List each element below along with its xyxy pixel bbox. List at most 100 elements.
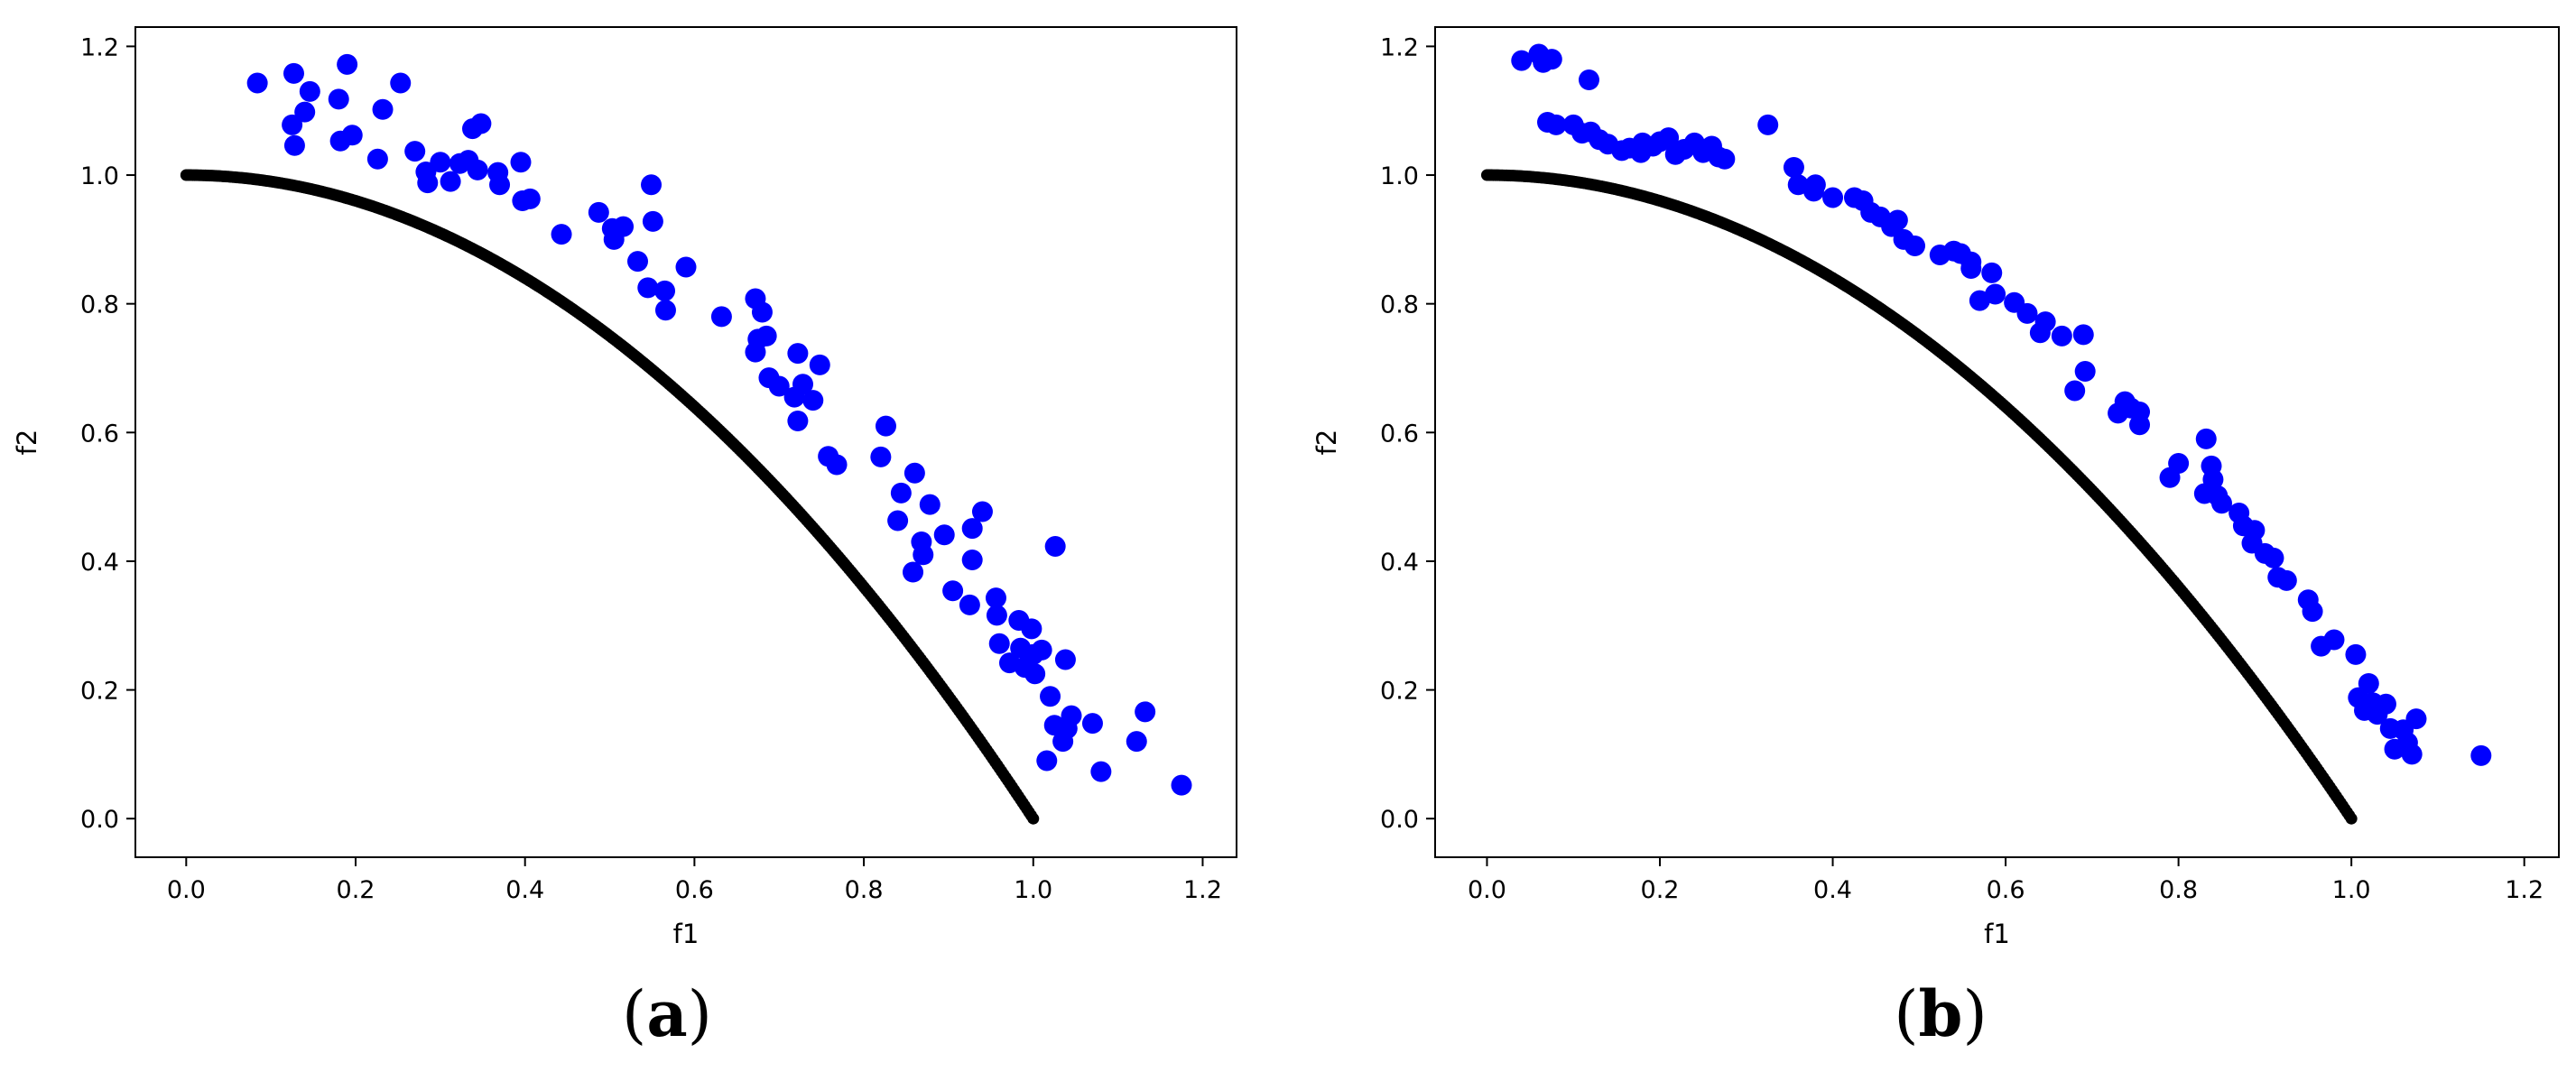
y-tick-label: 1.0 xyxy=(80,162,119,190)
solution-point xyxy=(489,174,511,196)
solution-point xyxy=(1021,618,1042,640)
solution-point xyxy=(1054,649,1076,670)
solution-point xyxy=(787,343,809,365)
y-tick-label: 0.4 xyxy=(1380,549,1419,577)
solution-point xyxy=(870,446,892,467)
chart-panel-b: 0.0 0.2 0.4 0.6 0.8 1.0 1.2 0.0 0.2 0.4 0.6 0.8 1.0 1… xyxy=(1311,26,2560,949)
solution-point xyxy=(2016,302,2038,324)
x-tick-label: 0.0 xyxy=(167,876,206,904)
solution-point xyxy=(588,201,609,223)
solution-point xyxy=(792,374,814,395)
solution-point xyxy=(1031,639,1052,661)
y-tick-label: 0.8 xyxy=(80,291,119,319)
solution-point xyxy=(2211,493,2232,514)
x-tick-label: 1.2 xyxy=(2505,876,2544,904)
solution-point xyxy=(1044,536,1066,558)
solution-point xyxy=(467,159,488,180)
solution-point xyxy=(890,482,912,504)
solution-point xyxy=(519,188,541,209)
solution-point xyxy=(2034,311,2056,333)
solution-point xyxy=(787,410,809,431)
solution-point xyxy=(283,134,305,156)
x-tick-label: 0.4 xyxy=(1813,876,1852,904)
solution-point xyxy=(2275,569,2297,591)
solution-point xyxy=(1511,50,1533,71)
solution-point xyxy=(1658,127,1680,149)
solution-point xyxy=(1135,701,1156,723)
solution-point xyxy=(1981,262,2003,283)
x-tick-label: 0.6 xyxy=(675,876,714,904)
solution-point xyxy=(1081,713,1103,735)
solution-point xyxy=(1822,187,1844,208)
solution-point xyxy=(2195,428,2217,449)
solution-point xyxy=(2470,744,2492,766)
solution-point xyxy=(551,224,572,245)
solution-point xyxy=(1783,156,1804,178)
solution-point xyxy=(2358,672,2379,694)
solution-point xyxy=(2244,520,2266,541)
solution-point xyxy=(470,113,492,134)
x-tick-label: 0.2 xyxy=(1641,876,1680,904)
solution-point xyxy=(919,494,941,515)
y-tick-label: 0.6 xyxy=(1380,420,1419,448)
solution-point xyxy=(1090,761,1112,782)
x-tick-label: 0.4 xyxy=(505,876,544,904)
x-tick-label: 0.8 xyxy=(2159,876,2198,904)
solution-point xyxy=(366,148,388,170)
x-tick-label: 1.0 xyxy=(1014,876,1052,904)
solution-point xyxy=(768,375,790,397)
solution-point xyxy=(826,454,848,476)
solution-point xyxy=(641,174,663,196)
solution-point xyxy=(417,172,439,194)
solution-point xyxy=(802,390,824,411)
solution-point xyxy=(961,518,983,540)
solution-point xyxy=(1757,114,1779,135)
solution-point xyxy=(675,256,697,278)
x-tick-label: 0.2 xyxy=(337,876,375,904)
y-axis-label: f2 xyxy=(12,430,42,456)
panel-label-a: (a) xyxy=(622,976,712,1051)
solution-point xyxy=(440,171,461,192)
solution-point xyxy=(283,62,304,84)
solution-point xyxy=(751,301,773,323)
y-tick-label: 1.2 xyxy=(1380,33,1419,61)
y-tick-label: 0.0 xyxy=(80,806,119,834)
x-tick-label: 1.2 xyxy=(1183,876,1222,904)
solution-point xyxy=(1969,290,1990,311)
solution-point xyxy=(654,300,676,321)
y-tick-label: 1.2 xyxy=(80,33,119,61)
plot-frame-a xyxy=(134,26,1237,858)
solution-point xyxy=(875,415,896,437)
panel-label-b: (b) xyxy=(1894,976,1988,1051)
solution-point xyxy=(809,354,830,375)
y-tick-label: 0.4 xyxy=(80,549,119,577)
solution-point xyxy=(1787,174,1809,196)
pareto-front-point xyxy=(1027,812,1040,825)
plot-frame-b xyxy=(1434,26,2560,858)
solution-point xyxy=(510,152,532,173)
solution-point xyxy=(1804,174,1826,196)
solution-point xyxy=(2072,324,2094,346)
chart-panel-a: 0.0 0.2 0.4 0.6 0.8 1.0 1.2 0.0 0.2 0.4 0.6 0.8 1.0 1… xyxy=(12,26,1237,949)
solution-point xyxy=(745,341,766,363)
solution-point xyxy=(755,325,777,347)
solution-point xyxy=(1886,209,1908,231)
solution-point xyxy=(390,72,412,94)
solution-point xyxy=(1960,257,1982,279)
solution-point xyxy=(2202,468,2224,490)
solution-point xyxy=(1126,731,1147,753)
solution-point xyxy=(654,280,676,301)
solution-point xyxy=(430,152,451,173)
solution-point xyxy=(1061,705,1082,726)
y-tick-label: 0.2 xyxy=(1380,678,1419,706)
solution-point xyxy=(988,633,1010,654)
x-tick-label: 0.6 xyxy=(1987,876,2025,904)
solution-point xyxy=(627,251,649,273)
solution-point xyxy=(1985,283,2006,305)
solution-point xyxy=(637,277,659,299)
solution-point xyxy=(1904,235,1926,256)
solution-point xyxy=(246,72,268,94)
y-tick-label: 0.6 xyxy=(80,420,119,448)
solution-point xyxy=(2302,601,2323,623)
